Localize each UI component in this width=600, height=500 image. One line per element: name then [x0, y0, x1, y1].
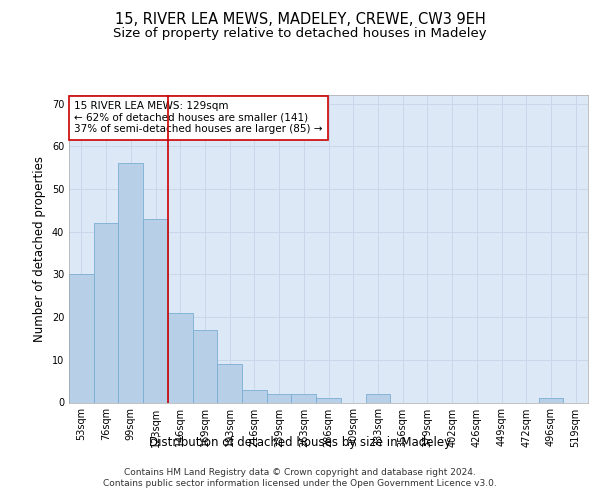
Text: 15 RIVER LEA MEWS: 129sqm
← 62% of detached houses are smaller (141)
37% of semi: 15 RIVER LEA MEWS: 129sqm ← 62% of detac…	[74, 101, 323, 134]
Bar	[217, 364, 242, 403]
Bar	[365, 394, 390, 402]
Bar	[539, 398, 563, 402]
Text: Size of property relative to detached houses in Madeley: Size of property relative to detached ho…	[113, 28, 487, 40]
Text: 15, RIVER LEA MEWS, MADELEY, CREWE, CW3 9EH: 15, RIVER LEA MEWS, MADELEY, CREWE, CW3 …	[115, 12, 485, 28]
Bar	[267, 394, 292, 402]
Text: Distribution of detached houses by size in Madeley: Distribution of detached houses by size …	[149, 436, 451, 449]
Text: Contains HM Land Registry data © Crown copyright and database right 2024.
Contai: Contains HM Land Registry data © Crown c…	[103, 468, 497, 487]
Bar	[316, 398, 341, 402]
Bar	[118, 164, 143, 402]
Bar	[193, 330, 217, 402]
Bar	[69, 274, 94, 402]
Bar	[94, 223, 118, 402]
Y-axis label: Number of detached properties: Number of detached properties	[33, 156, 46, 342]
Bar	[168, 313, 193, 402]
Bar	[143, 219, 168, 402]
Bar	[292, 394, 316, 402]
Bar	[242, 390, 267, 402]
